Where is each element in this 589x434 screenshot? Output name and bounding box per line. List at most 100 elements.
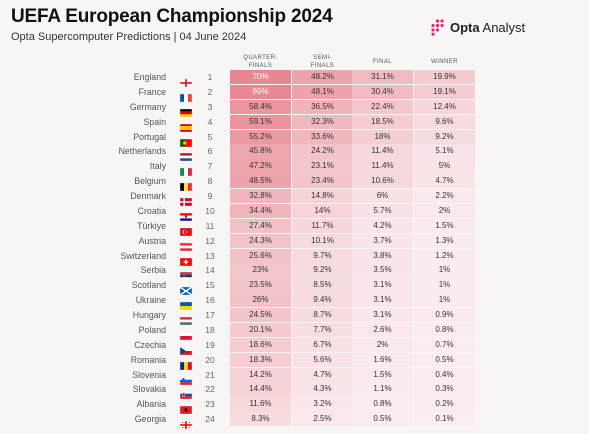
probability-cell: 14.8% (292, 189, 353, 204)
probability-cell: 22.4% (352, 99, 413, 115)
rank-number: 24 (205, 414, 215, 425)
france-flag-icon (179, 89, 193, 103)
probability-cell: 9.2% (292, 263, 353, 278)
rank-number: 7 (207, 161, 213, 172)
probability-cell: 4.3% (292, 382, 353, 397)
probability-cell: 23.5% (230, 278, 291, 293)
probability-cell: 23.4% (292, 174, 353, 189)
probability-cell: 18% (352, 129, 413, 144)
probability-cell: 3.1% (352, 293, 413, 308)
table-row: Portugal 5 55.2% 33.6% 18% 9.2% (0, 129, 589, 147)
table-row: Georgia 24 8.3% 2.5% 0.5% 0.1% (0, 412, 589, 430)
rank-number: 17 (205, 310, 215, 320)
probability-cell: 70% (230, 70, 291, 85)
probability-cell: 48.1% (292, 84, 353, 100)
rank-number: 5 (207, 131, 213, 142)
table-row: Scotland 15 23.5% 8.5% 3.1% 1% (0, 278, 589, 296)
rank-number: 14 (205, 265, 215, 276)
portugal-flag-icon (179, 134, 193, 147)
probability-cell: 18.3% (230, 352, 291, 367)
probability-cell: 3.1% (352, 308, 413, 323)
table-row: Belgium 8 48.5% 23.4% 10.6% 4.7% (0, 174, 589, 192)
probability-cell: 2% (352, 337, 413, 353)
england-flag-icon (179, 74, 193, 88)
spain-flag-icon (179, 119, 193, 132)
table-row: Italy 7 47.2% 23.1% 11.4% 5% (0, 159, 589, 177)
probability-cell: 3.7% (352, 233, 413, 248)
team-name: Ukraine (135, 295, 166, 306)
probability-cell: 0.4% (414, 367, 475, 382)
probability-cell: 11.4% (352, 159, 413, 174)
rank-number: 9 (207, 191, 213, 201)
team-name: Croatia (137, 205, 166, 216)
probability-cell: 3.1% (352, 278, 413, 293)
team-name: Switzerland (120, 250, 166, 261)
probability-cell: 3.2% (292, 397, 353, 412)
table-row: Romania 20 18.3% 5.6% 1.6% 0.5% (0, 352, 589, 370)
team-name: Romania (130, 354, 166, 365)
probability-cell: 20.1% (230, 322, 291, 338)
rank-number: 21 (205, 369, 215, 380)
team-name: Denmark (130, 191, 166, 201)
rank-number: 1 (207, 72, 213, 82)
probability-cell: 32.8% (230, 189, 291, 204)
probability-cell: 6% (352, 189, 413, 204)
probability-cell: 59.1% (230, 114, 291, 129)
column-header-line: SEMI- (313, 55, 332, 61)
table-row: Spain 4 59.1% 32.3% 18.5% 9.6% (0, 114, 589, 132)
probability-cell: 1.3% (414, 233, 475, 248)
probability-cell: 0.3% (414, 382, 475, 397)
probability-cell: 14.4% (230, 382, 291, 397)
team-name: Slovenia (132, 369, 166, 380)
probability-cell: 9.6% (414, 114, 475, 129)
probability-cell: 12.4% (414, 99, 475, 115)
probability-cell: 69% (230, 84, 291, 100)
probability-cell: 27.4% (230, 218, 291, 234)
predictions-table: England 1 70% 48.2% 31.1% 19.9% France 2 69% 48.1… (0, 70, 589, 430)
probability-cell: 34.4% (230, 203, 291, 219)
probability-cell: 5.7% (352, 203, 413, 219)
slovakia-flag-icon (179, 386, 193, 400)
czechia-flag-icon (179, 342, 193, 355)
probability-cell: 0.5% (352, 412, 413, 427)
probability-cell: 19.9% (414, 70, 475, 85)
column-header-line: FINALS (310, 63, 335, 69)
probability-cell: 4.2% (352, 218, 413, 234)
belgium-flag-icon (179, 178, 193, 192)
table-row: Netherlands 6 45.8% 24.2% 11.4% 5.1% (0, 144, 589, 162)
probability-cell: 0.9% (414, 308, 475, 323)
albania-flag-icon (179, 401, 193, 415)
probability-cell: 0.8% (414, 322, 475, 338)
switzerland-flag-icon (179, 253, 193, 266)
hungary-flag-icon (179, 312, 193, 326)
column-header-line: FINAL (372, 59, 392, 65)
probability-cell: 1.2% (414, 248, 475, 263)
probability-cell: 48.2% (292, 70, 353, 85)
denmark-flag-icon (179, 193, 193, 207)
slovenia-flag-icon (179, 372, 193, 385)
rank-number: 6 (207, 146, 213, 157)
probability-cell: 2.2% (414, 189, 475, 204)
opta-analyst-logo: Opta Analyst (428, 18, 525, 36)
chart-title: UEFA European Championship 2024 (11, 6, 333, 27)
probability-cell: 0.5% (414, 352, 475, 367)
italy-flag-icon (179, 163, 193, 177)
team-name: Slovakia (132, 384, 166, 395)
probability-cell: 5% (414, 159, 475, 174)
probability-cell: 33.6% (292, 129, 353, 144)
croatia-flag-icon (179, 208, 193, 222)
rank-number: 23 (205, 399, 215, 410)
rank-number: 15 (205, 280, 215, 291)
probability-cell: 14.2% (230, 367, 291, 382)
probability-cell: 36.5% (292, 99, 353, 115)
probability-cell: 0.1% (414, 412, 475, 427)
probability-cell: 3.5% (352, 263, 413, 278)
probability-cell: 55.2% (230, 129, 291, 144)
probability-cell: 45.8% (230, 144, 291, 159)
table-row: Ukraine 16 26% 9.4% 3.1% 1% (0, 293, 589, 311)
team-name: Portugal (133, 131, 166, 142)
probability-cell: 6.7% (292, 337, 353, 353)
table-row: Austria 12 24.3% 10.1% 3.7% 1.3% (0, 233, 589, 251)
probability-cell: 1.1% (352, 382, 413, 397)
team-name: Georgia (134, 414, 166, 425)
